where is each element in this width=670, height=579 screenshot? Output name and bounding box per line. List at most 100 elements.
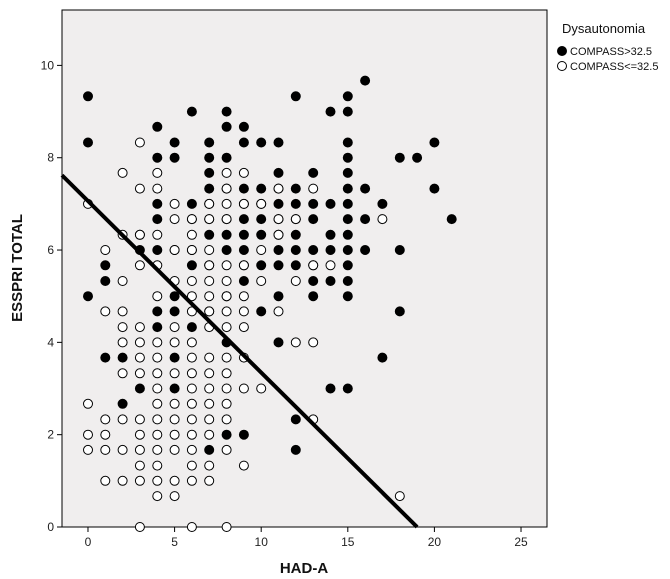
data-point-compass-low (152, 183, 163, 194)
data-point-compass-low (117, 306, 128, 317)
data-point-compass-high (221, 106, 232, 117)
data-point-compass-high (238, 429, 249, 440)
data-point-compass-high (308, 198, 319, 209)
data-point-compass-high (169, 152, 180, 163)
data-point-compass-high (117, 398, 128, 409)
data-point-compass-low (204, 306, 215, 317)
data-point-compass-high (394, 245, 405, 255)
data-point-compass-high (186, 198, 197, 209)
data-point-compass-high (325, 229, 336, 240)
data-point-compass-high (186, 260, 197, 271)
data-point-compass-high (204, 137, 215, 148)
data-point-compass-high (308, 214, 319, 225)
data-point-compass-high (221, 121, 232, 132)
data-point-compass-high (273, 198, 284, 209)
data-point-compass-high (308, 291, 319, 302)
data-point-compass-high (290, 198, 301, 209)
data-point-compass-low (204, 398, 215, 409)
data-point-compass-high (360, 214, 371, 225)
data-point-compass-high (342, 245, 353, 255)
data-point-compass-low (83, 429, 93, 440)
data-point-compass-low (152, 444, 163, 455)
data-point-compass-low (134, 137, 145, 148)
data-point-compass-low (83, 444, 93, 455)
data-point-compass-high (169, 383, 180, 394)
data-point-compass-low (204, 429, 215, 440)
x-tick-label: 10 (255, 535, 269, 549)
data-point-compass-low (290, 276, 301, 286)
data-point-compass-high (446, 214, 457, 225)
data-point-compass-high (152, 322, 163, 333)
line-layer (60, 173, 419, 529)
data-point-compass-low (273, 183, 284, 194)
data-point-compass-high (221, 152, 232, 163)
data-point-compass-low (394, 491, 405, 502)
data-point-compass-low (221, 383, 232, 394)
data-point-compass-low (186, 291, 197, 302)
data-point-compass-high (238, 245, 249, 255)
data-point-compass-high (204, 183, 215, 194)
data-point-compass-low (238, 322, 249, 333)
data-point-compass-high (100, 352, 111, 363)
data-point-compass-high (152, 306, 163, 317)
data-point-compass-low (221, 198, 232, 209)
data-point-compass-low (325, 260, 336, 271)
data-point-compass-high (342, 167, 353, 178)
data-point-compass-low (186, 229, 197, 240)
data-point-compass-high (238, 183, 249, 194)
data-point-compass-low (221, 183, 232, 194)
data-point-compass-high (256, 229, 267, 240)
data-point-compass-low (273, 306, 284, 317)
data-point-compass-high (308, 245, 319, 255)
reference-line (60, 173, 419, 529)
data-point-compass-low (273, 229, 284, 240)
data-point-compass-low (100, 245, 111, 255)
points-layer (83, 75, 457, 532)
data-point-compass-low (169, 245, 180, 255)
data-point-compass-high (342, 260, 353, 271)
y-tick-label: 10 (41, 58, 55, 72)
data-point-compass-low (377, 214, 388, 225)
data-point-compass-high (290, 229, 301, 240)
data-point-compass-low (186, 475, 197, 486)
data-point-compass-high (169, 306, 180, 317)
data-point-compass-low (221, 276, 232, 286)
legend-label-compass-low: COMPASS<=32.5 (570, 61, 658, 73)
data-point-compass-low (221, 167, 232, 178)
data-point-compass-low (152, 291, 163, 302)
data-point-compass-high (273, 167, 284, 178)
data-point-compass-low (238, 383, 249, 394)
data-point-compass-high (325, 106, 336, 117)
data-point-compass-low (256, 276, 267, 286)
data-point-compass-high (83, 91, 93, 102)
data-point-compass-high (290, 414, 301, 425)
data-point-compass-high (342, 229, 353, 240)
data-point-compass-low (134, 229, 145, 240)
data-point-compass-high (325, 276, 336, 286)
data-point-compass-low (256, 245, 267, 255)
data-point-compass-low (204, 460, 215, 471)
data-point-compass-low (186, 337, 197, 348)
data-point-compass-low (290, 214, 301, 225)
data-point-compass-low (221, 306, 232, 317)
data-point-compass-low (134, 352, 145, 363)
data-point-compass-high (204, 444, 215, 455)
data-point-compass-high (342, 276, 353, 286)
data-point-compass-low (117, 368, 128, 379)
data-point-compass-low (256, 383, 267, 394)
data-point-compass-high (152, 121, 163, 132)
data-point-compass-low (221, 322, 232, 333)
data-point-compass-high (256, 214, 267, 225)
data-point-compass-low (221, 444, 232, 455)
data-point-compass-low (134, 183, 145, 194)
data-point-compass-high (152, 245, 163, 255)
data-point-compass-high (238, 121, 249, 132)
x-tick-label: 5 (171, 535, 178, 549)
y-tick-label: 4 (47, 335, 54, 349)
data-point-compass-low (221, 260, 232, 271)
data-point-compass-high (429, 137, 440, 148)
data-point-compass-low (134, 522, 145, 532)
y-tick-label: 0 (47, 520, 54, 534)
data-point-compass-low (134, 337, 145, 348)
data-point-compass-low (100, 475, 111, 486)
